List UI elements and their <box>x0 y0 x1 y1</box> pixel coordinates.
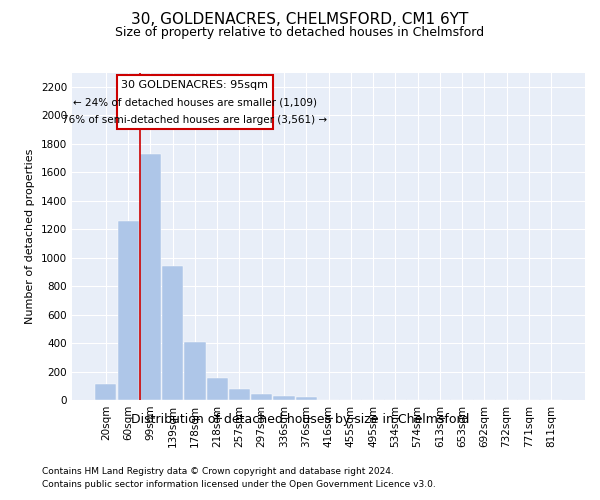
Bar <box>162 266 183 400</box>
Bar <box>95 384 116 400</box>
Text: Size of property relative to detached houses in Chelmsford: Size of property relative to detached ho… <box>115 26 485 39</box>
Bar <box>274 396 295 400</box>
Text: ← 24% of detached houses are smaller (1,109): ← 24% of detached houses are smaller (1,… <box>73 98 317 108</box>
Text: 30, GOLDENACRES, CHELMSFORD, CM1 6YT: 30, GOLDENACRES, CHELMSFORD, CM1 6YT <box>131 12 469 28</box>
Bar <box>251 394 272 400</box>
Bar <box>118 220 139 400</box>
Text: Contains HM Land Registry data © Crown copyright and database right 2024.: Contains HM Land Registry data © Crown c… <box>42 468 394 476</box>
Bar <box>117 76 273 130</box>
Bar <box>206 378 228 400</box>
Y-axis label: Number of detached properties: Number of detached properties <box>25 148 35 324</box>
Bar <box>296 398 317 400</box>
Bar <box>229 390 250 400</box>
Text: Distribution of detached houses by size in Chelmsford: Distribution of detached houses by size … <box>131 412 469 426</box>
Bar <box>184 342 206 400</box>
Text: Contains public sector information licensed under the Open Government Licence v3: Contains public sector information licen… <box>42 480 436 489</box>
Bar <box>140 154 161 400</box>
Text: 30 GOLDENACRES: 95sqm: 30 GOLDENACRES: 95sqm <box>121 80 268 90</box>
Text: 76% of semi-detached houses are larger (3,561) →: 76% of semi-detached houses are larger (… <box>62 114 328 124</box>
